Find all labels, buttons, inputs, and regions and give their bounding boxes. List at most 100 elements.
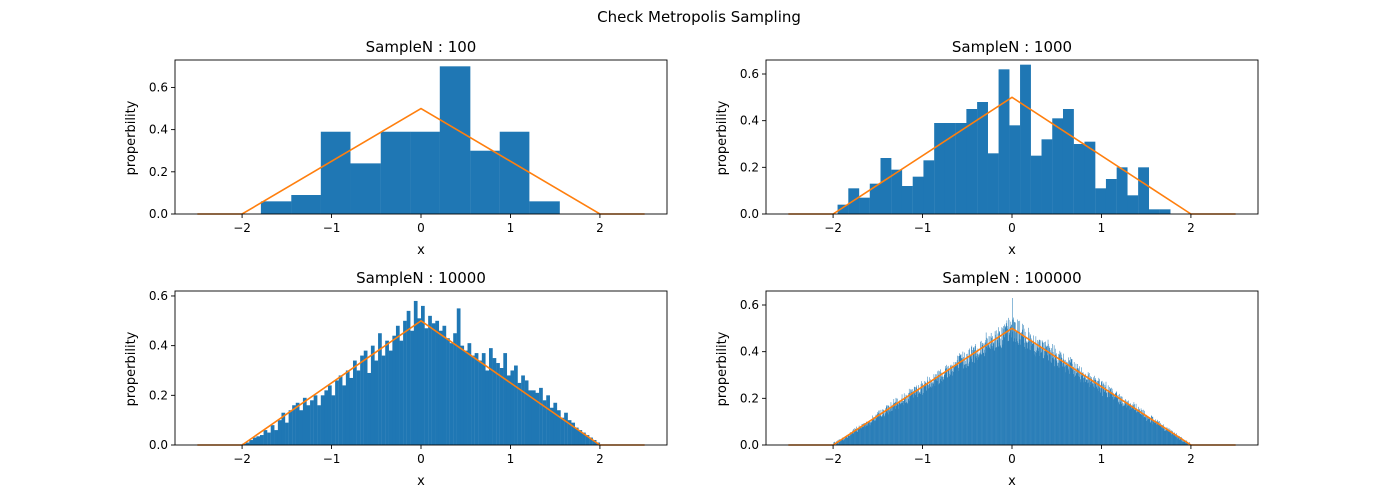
histogram-bar — [1164, 428, 1165, 445]
histogram-bar — [1025, 342, 1027, 445]
histogram-bar — [979, 352, 981, 445]
histogram-bar — [1060, 352, 1062, 445]
histogram-bar — [1130, 405, 1132, 445]
histogram-bar — [986, 346, 988, 445]
histogram-bar — [1062, 109, 1074, 214]
histogram-bar — [1040, 351, 1042, 445]
histogram-bar — [935, 377, 936, 445]
histogram-bar — [1036, 352, 1037, 445]
histogram-bar — [1082, 372, 1083, 445]
histogram-bar — [921, 383, 923, 445]
histogram-bar — [1040, 352, 1041, 445]
histogram-bar — [1148, 418, 1150, 445]
histogram-bar — [901, 186, 913, 214]
histogram-bar — [1186, 442, 1188, 445]
histogram-bar — [1156, 421, 1157, 445]
histogram-bar — [939, 383, 940, 445]
histogram-bar — [843, 440, 844, 445]
histogram-bar — [973, 347, 975, 445]
histogram-bar — [1127, 405, 1129, 445]
histogram-bar — [922, 383, 923, 445]
histogram-bar — [1112, 396, 1114, 445]
histogram-bar — [335, 380, 339, 445]
histogram-bar — [899, 402, 901, 445]
histogram-bar — [960, 354, 962, 445]
histogram-bar — [1144, 410, 1145, 445]
histogram-bar — [870, 425, 871, 445]
histogram-bar — [851, 432, 852, 445]
histogram-bar — [976, 350, 977, 445]
histogram-bar — [954, 365, 956, 445]
histogram-bar — [1055, 354, 1056, 445]
histogram-bar — [1035, 356, 1036, 445]
histogram-bar — [1060, 352, 1061, 445]
histogram-bar — [1160, 426, 1161, 445]
histogram-bar — [1043, 355, 1045, 445]
histogram-bar — [1146, 421, 1148, 445]
histogram-bar — [905, 402, 906, 445]
histogram-bar — [1178, 436, 1179, 445]
histogram-bar — [838, 444, 839, 445]
histogram-bar — [965, 367, 967, 445]
histogram-bar — [1078, 376, 1080, 445]
histogram-bar — [848, 435, 849, 445]
subplot-1-ticks: −2 −1 0 1 2 0.0 0.2 0.4 0.6 — [740, 67, 1195, 235]
histogram-bar — [249, 440, 253, 445]
histogram-bar — [917, 390, 919, 445]
histogram-bar — [909, 400, 910, 445]
histogram-bar — [974, 362, 975, 445]
histogram-bar — [370, 345, 375, 445]
histogram-bar — [855, 429, 857, 445]
histogram-bar — [959, 354, 961, 445]
subplot-2-title: SampleN : 10000 — [356, 269, 486, 287]
histogram-bar — [847, 437, 848, 445]
histogram-bar — [845, 435, 847, 445]
histogram-bar — [943, 379, 945, 445]
histogram-bar — [916, 391, 918, 445]
histogram-bar — [1071, 359, 1072, 445]
histogram-bar — [1032, 343, 1033, 445]
histogram-bar — [922, 392, 924, 445]
histogram-bar — [1049, 347, 1051, 445]
histogram-bar — [991, 346, 993, 445]
histogram-bar — [360, 355, 364, 445]
histogram-bar — [1050, 352, 1052, 445]
histogram-bar — [1162, 428, 1164, 445]
histogram-bar — [560, 417, 565, 445]
y-tick-label: 0.6 — [740, 67, 759, 81]
histogram-bar — [965, 360, 966, 445]
histogram-bar — [1095, 379, 1096, 445]
histogram-bar — [866, 421, 867, 445]
histogram-bar — [922, 394, 924, 445]
histogram-bar — [995, 330, 997, 445]
histogram-bar — [1182, 441, 1184, 445]
x-tick-label: 1 — [507, 221, 515, 235]
histogram-bar — [874, 420, 876, 445]
histogram-bar — [1077, 368, 1078, 445]
histogram-bar — [915, 387, 916, 445]
y-tick-label: 0.4 — [740, 345, 759, 359]
histogram-bar — [971, 362, 973, 445]
histogram-bar — [941, 374, 943, 445]
histogram-bar — [410, 131, 440, 214]
histogram-bar — [438, 330, 443, 445]
histogram-bar — [1027, 348, 1028, 445]
histogram-bar — [1055, 355, 1057, 445]
histogram-bar — [1111, 387, 1112, 445]
histogram-bar — [881, 417, 882, 445]
histogram-bar — [878, 412, 879, 445]
histogram-bar — [880, 158, 892, 214]
histogram-bar — [1101, 381, 1102, 445]
histogram-bar — [1037, 347, 1038, 445]
histogram-bar — [1065, 365, 1067, 445]
histogram-bar — [578, 430, 583, 445]
histogram-bar — [877, 414, 878, 445]
histogram-bar — [499, 131, 530, 214]
histogram-bar — [992, 336, 993, 445]
histogram-bar — [891, 169, 903, 214]
histogram-bar — [1181, 438, 1183, 445]
histogram-bar — [1102, 384, 1103, 445]
histogram-bar — [1119, 398, 1121, 445]
figure-title: Check Metropolis Sampling — [597, 8, 801, 26]
histogram-bar — [1020, 64, 1031, 214]
